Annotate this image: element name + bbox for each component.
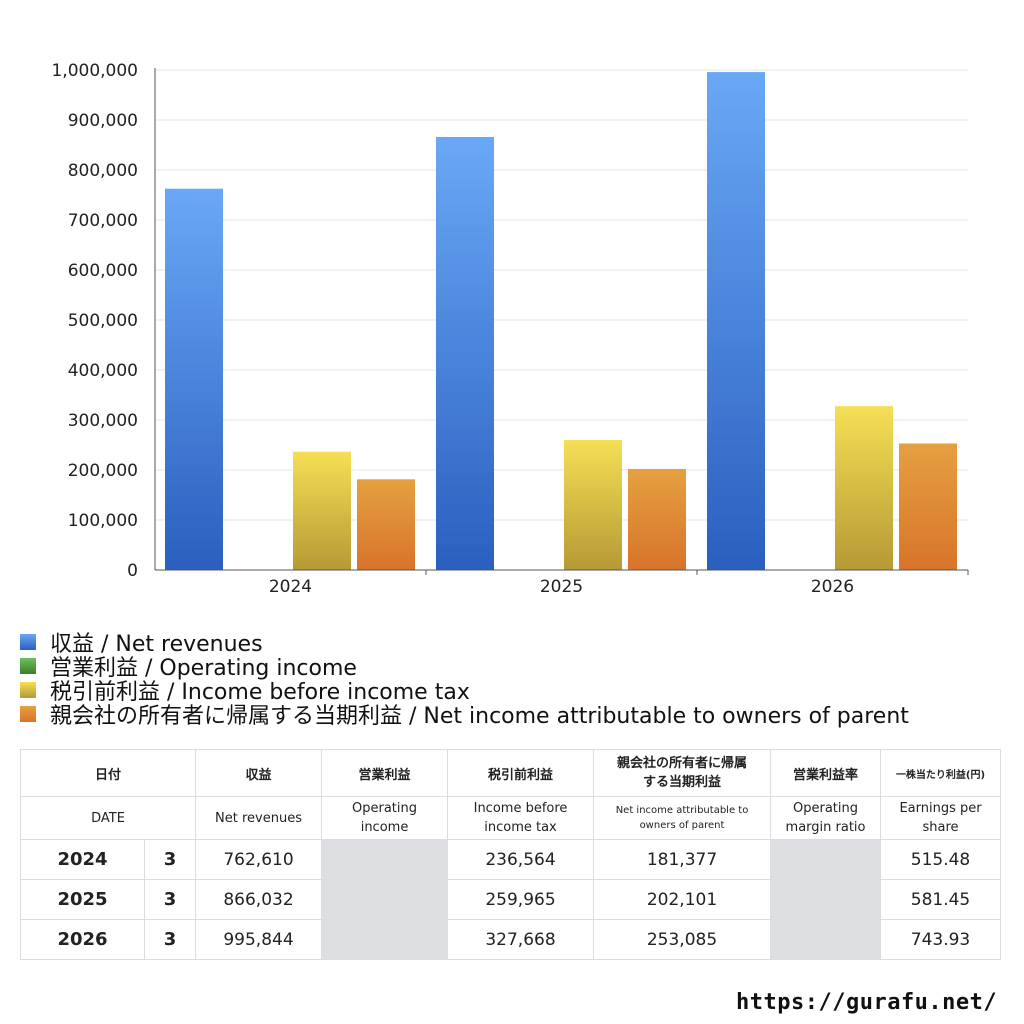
header-date-en: DATE (19, 796, 197, 840)
y-tick-label: 900,000 (68, 111, 138, 131)
row-year: 2024 (20, 839, 145, 880)
legend-swatch (20, 658, 36, 674)
header-op-income-jp: 営業利益 (321, 749, 449, 797)
cell-net-income: 202,101 (593, 879, 772, 920)
cell-op-income (321, 879, 449, 920)
cell-eps: 581.45 (880, 879, 1002, 920)
row-month: 3 (143, 919, 197, 960)
cell-revenue: 866,032 (195, 879, 323, 920)
cell-revenue: 995,844 (195, 919, 323, 960)
header-revenue-en: Net revenues (195, 796, 323, 840)
bar-net-income (899, 443, 957, 570)
bar-income-before-tax (835, 406, 893, 570)
bar-net-revenues (165, 188, 223, 570)
bar-net-income (357, 479, 415, 570)
y-tick-label: 500,000 (68, 311, 138, 331)
x-tick-label: 2025 (540, 577, 583, 597)
cell-eps: 515.48 (880, 839, 1002, 880)
bar-income-before-tax (564, 440, 622, 570)
x-tick-label: 2024 (269, 577, 312, 597)
legend-item-net-revenues: 収益 / Net revenues (20, 630, 909, 657)
bar-net-income (628, 468, 686, 570)
bar-income-before-tax (293, 451, 351, 570)
header-net-income-en: Net income attributable to owners of par… (593, 796, 772, 840)
legend-item-income-before-tax: 税引前利益 / Income before income tax (20, 678, 909, 705)
y-tick-label: 600,000 (68, 261, 138, 281)
legend-item-net-income: 親会社の所有者に帰属する当期利益 / Net income attributab… (20, 702, 909, 729)
y-tick-label: 300,000 (68, 411, 138, 431)
cell-eps: 743.93 (880, 919, 1002, 960)
y-tick-label: 0 (127, 561, 138, 581)
row-month: 3 (143, 879, 197, 920)
table-row: 2025 3 866,032 259,965 202,101 581.45 (20, 879, 1002, 920)
legend-label: 収益 / Net revenues (50, 632, 263, 657)
header-pretax-jp: 税引前利益 (447, 749, 595, 797)
cell-net-income: 181,377 (593, 839, 772, 880)
cell-margin (770, 839, 882, 880)
cell-op-income (321, 919, 449, 960)
row-month: 3 (143, 839, 197, 880)
legend-item-operating-income: 営業利益 / Operating income (20, 654, 909, 681)
legend-label: 営業利益 / Operating income (50, 656, 357, 681)
y-tick-label: 200,000 (68, 461, 138, 481)
header-eps-en: Earnings per share (880, 796, 1002, 840)
row-year: 2025 (20, 879, 145, 920)
y-tick-label: 400,000 (68, 361, 138, 381)
legend-label: 親会社の所有者に帰属する当期利益 / Net income attributab… (50, 704, 909, 729)
header-pretax-en: Income before income tax (447, 796, 595, 840)
legend-label: 税引前利益 / Income before income tax (50, 680, 470, 705)
cell-pretax: 236,564 (447, 839, 595, 880)
chart-legend: 収益 / Net revenues 営業利益 / Operating incom… (20, 630, 909, 729)
header-net-income-jp: 親会社の所有者に帰属する当期利益 (593, 749, 772, 797)
table-header-jp: 日付 収益 営業利益 税引前利益 親会社の所有者に帰属する当期利益 営業利益率 … (19, 749, 1002, 797)
y-tick-label: 800,000 (68, 161, 138, 181)
legend-swatch (20, 634, 36, 650)
header-margin-jp: 営業利益率 (770, 749, 882, 797)
legend-swatch (20, 706, 36, 722)
bar-chart: 0 100,000 200,000 300,000 400,000 500,000 600,… (51, 61, 969, 597)
cell-op-income (321, 839, 449, 880)
table-row: 2024 3 762,610 236,564 181,377 515.48 (20, 839, 1002, 880)
financial-table: 日付 収益 営業利益 税引前利益 親会社の所有者に帰属する当期利益 営業利益率 … (19, 749, 1002, 960)
x-tick-label: 2026 (811, 577, 854, 597)
cell-net-income: 253,085 (593, 919, 772, 960)
table-header-en: DATE Net revenues Operating income Incom… (19, 796, 1002, 840)
bar-net-revenues (436, 136, 494, 570)
cell-revenue: 762,610 (195, 839, 323, 880)
table-row: 2026 3 995,844 327,668 253,085 743.93 (20, 919, 1002, 960)
cell-margin (770, 919, 882, 960)
cell-margin (770, 879, 882, 920)
header-op-income-en: Operating income (321, 796, 449, 840)
cell-pretax: 327,668 (447, 919, 595, 960)
legend-swatch (20, 682, 36, 698)
y-tick-label: 700,000 (68, 211, 138, 231)
bar-net-revenues (707, 72, 765, 570)
y-tick-label: 100,000 (68, 511, 138, 531)
header-revenue-jp: 収益 (195, 749, 323, 797)
header-margin-en: Operating margin ratio (770, 796, 882, 840)
y-tick-label: 1,000,000 (51, 61, 138, 81)
header-eps-jp: 一株当たり利益(円) (880, 749, 1002, 797)
cell-pretax: 259,965 (447, 879, 595, 920)
row-year: 2026 (20, 919, 145, 960)
site-url[interactable]: https://gurafu.net/ (736, 990, 998, 1015)
header-date-jp: 日付 (19, 749, 197, 797)
